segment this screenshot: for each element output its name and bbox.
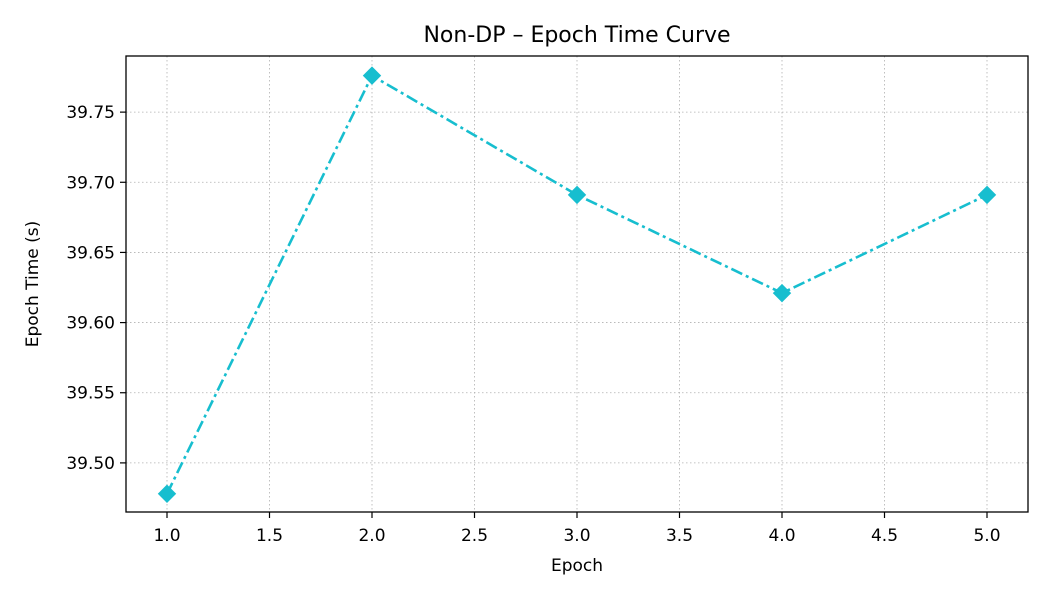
x-tick-label: 1.0 <box>153 526 180 546</box>
x-axis: 1.0 1.5 2.0 2.5 3.0 3.5 4.0 4.5 5.0 <box>153 512 1001 546</box>
y-axis-label: Epoch Time (s) <box>23 221 43 348</box>
x-tick-label: 4.0 <box>768 526 795 546</box>
grid <box>126 56 1028 512</box>
x-tick-label: 3.0 <box>563 526 590 546</box>
x-tick-label: 3.5 <box>666 526 693 546</box>
y-axis: 39.50 39.55 39.60 39.65 39.70 39.75 <box>66 103 126 474</box>
series-layer <box>157 66 997 503</box>
x-tick-label: 4.5 <box>871 526 898 546</box>
x-tick-label: 1.5 <box>256 526 283 546</box>
data-point-marker <box>772 283 792 303</box>
data-point-marker <box>977 185 997 205</box>
x-tick-label: 5.0 <box>973 526 1000 546</box>
data-point-marker <box>157 484 177 503</box>
x-tick-label: 2.5 <box>461 526 488 546</box>
series-line <box>165 74 988 495</box>
data-point-marker <box>567 185 587 205</box>
y-tick-label: 39.55 <box>66 384 115 404</box>
y-tick-label: 39.75 <box>66 103 115 123</box>
chart-title: Non-DP – Epoch Time Curve <box>423 23 730 48</box>
x-tick-label: 2.0 <box>358 526 385 546</box>
y-tick-label: 39.65 <box>66 243 115 263</box>
data-point-marker <box>362 66 382 85</box>
x-axis-label: Epoch <box>551 556 603 576</box>
y-tick-label: 39.60 <box>66 314 115 334</box>
y-tick-label: 39.50 <box>66 454 115 474</box>
y-tick-label: 39.70 <box>66 173 115 193</box>
